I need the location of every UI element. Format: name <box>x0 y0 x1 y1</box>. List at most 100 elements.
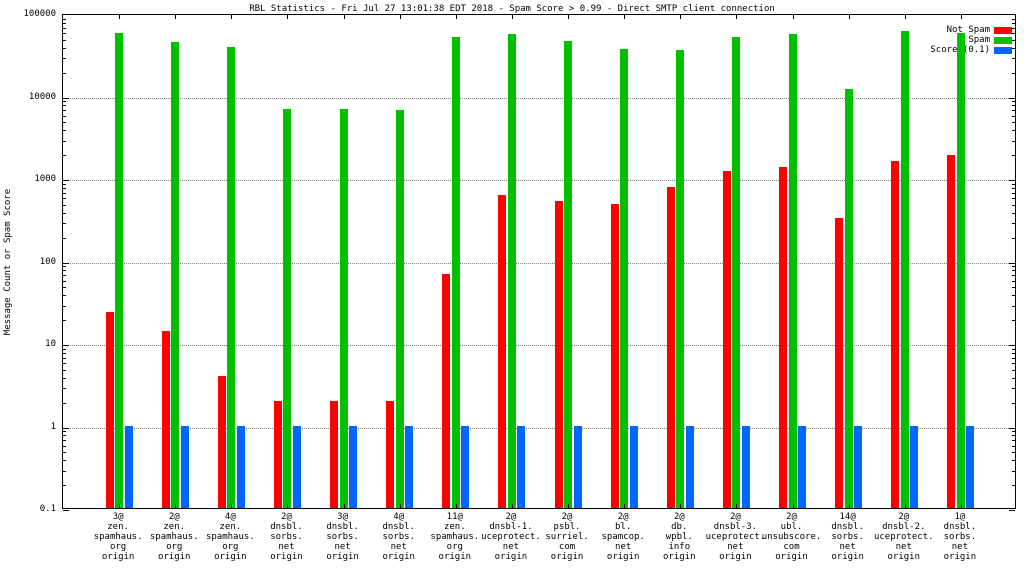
x-category-label-line: dnsbl-1. <box>489 522 533 532</box>
y-tick <box>63 47 66 49</box>
x-category-label-line: zen. <box>219 522 242 532</box>
bar-score-0-1- <box>236 425 245 508</box>
bar-score-0-1- <box>180 425 189 508</box>
x-category-label-line: sorbs. <box>270 532 303 542</box>
y-tick <box>63 122 66 124</box>
y-tick <box>63 33 66 35</box>
x-category-label-line: spamhaus. <box>205 532 255 542</box>
x-category-label-line: 4@ <box>393 512 405 522</box>
bar-not-spam <box>105 311 114 508</box>
x-category-label-line: 11@ <box>446 512 463 522</box>
y-tick <box>1012 237 1015 239</box>
x-category-label-line: spamhaus. <box>149 532 199 542</box>
y-tick <box>1012 440 1015 442</box>
x-category-label-line: origin <box>943 552 977 562</box>
x-category-label-line: 2@ <box>505 512 517 522</box>
y-tick <box>1012 140 1015 142</box>
x-category-label: 1@ dnsbl. sorbs. net origin <box>915 512 1005 562</box>
x-category-label-line: origin <box>101 552 135 562</box>
x-category-label-line: dnsbl-2. <box>882 522 926 532</box>
y-tick <box>1012 352 1015 354</box>
y-tick-label: 1 <box>50 421 56 432</box>
x-tick <box>568 504 569 508</box>
y-tick <box>63 287 66 289</box>
y-tick <box>63 27 66 29</box>
x-category-label-line: net <box>951 542 968 552</box>
bar-not-spam <box>554 201 563 508</box>
x-category-label: 4@ dnsbl. sorbs. net origin <box>354 512 444 562</box>
x-category-label-line: org <box>109 542 127 552</box>
x-tick <box>287 504 288 508</box>
x-tick <box>961 504 962 508</box>
legend-swatch <box>994 46 1012 54</box>
y-tick <box>63 402 66 404</box>
x-category-label-line: spamcop. <box>601 532 645 542</box>
x-category-label-line: spamhaus. <box>93 532 143 542</box>
gridline <box>63 427 1015 429</box>
y-tick <box>63 237 66 239</box>
x-category-label-line: dnsbl-3. <box>713 522 758 532</box>
x-category-label-line: 1@ <box>954 512 966 522</box>
x-tick <box>793 15 794 19</box>
x-category-label-line: sorbs. <box>326 532 359 542</box>
x-category-label-line: info <box>668 542 691 552</box>
y-tick <box>63 130 66 132</box>
x-category-label: 3@ dnsbl. sorbs. net origin <box>298 512 388 562</box>
y-tick <box>1012 187 1015 189</box>
x-category-label-line: net <box>839 542 856 552</box>
x-category-label-line: spamhaus. <box>430 532 480 542</box>
x-tick <box>793 504 794 508</box>
y-tick <box>1012 266 1015 268</box>
x-category-label-line: bl. <box>615 522 632 532</box>
x-tick <box>680 15 681 19</box>
bar-score-0-1- <box>685 425 694 508</box>
x-tick <box>512 504 513 508</box>
y-tick <box>63 431 66 433</box>
x-category-label-line: 3@ <box>112 512 124 522</box>
x-category-label-line: origin <box>775 552 808 562</box>
y-tick <box>1012 460 1015 462</box>
chart-title: RBL Statistics - Fri Jul 27 13:01:38 EDT… <box>249 4 775 14</box>
y-tick-label: 0.1 <box>39 504 56 514</box>
y-tick <box>63 510 69 511</box>
bar-score-0-1- <box>349 425 358 508</box>
x-tick <box>400 15 401 19</box>
x-category-label: 2@ dnsbl. sorbs. net origin <box>241 512 331 562</box>
x-category-label: 14@ dnsbl. sorbs. net origin <box>803 512 893 562</box>
y-tick <box>1012 204 1015 206</box>
bar-score-0-1- <box>854 425 863 508</box>
bar-spam <box>283 109 292 508</box>
x-category-label-line: 2@ <box>281 512 292 522</box>
y-tick <box>1012 18 1015 20</box>
x-category-label-line: org <box>446 542 463 552</box>
x-tick <box>736 15 737 19</box>
x-category-label-line: zen. <box>443 522 466 532</box>
bar-score-0-1- <box>517 425 526 508</box>
bar-spam <box>564 40 573 508</box>
y-tick <box>63 155 66 157</box>
bar-score-0-1- <box>124 425 133 508</box>
y-tick <box>1009 262 1015 264</box>
y-tick-label: 100000 <box>23 9 56 19</box>
x-tick <box>736 504 737 508</box>
x-tick <box>512 15 513 19</box>
y-tick <box>63 204 66 206</box>
y-tick-label: 100 <box>39 256 56 267</box>
x-category-label: 2@ psbl. surriel. com origin <box>522 512 612 562</box>
x-tick <box>344 15 345 19</box>
y-tick <box>63 223 66 225</box>
bar-spam <box>844 88 853 508</box>
bar-not-spam <box>498 195 507 508</box>
x-category-label-line: 4@ <box>224 512 236 522</box>
y-tick <box>1012 198 1015 200</box>
y-tick <box>1009 97 1015 99</box>
y-tick <box>1009 180 1015 181</box>
y-tick <box>63 470 66 472</box>
x-category-label-line: com <box>558 542 576 552</box>
y-tick <box>63 180 69 181</box>
bar-spam <box>900 31 909 508</box>
y-tick <box>63 440 66 442</box>
x-category-label: 2@ zen. spamhaus. org origin <box>129 512 219 562</box>
y-tick <box>1012 58 1015 60</box>
bar-score-0-1- <box>910 425 919 508</box>
